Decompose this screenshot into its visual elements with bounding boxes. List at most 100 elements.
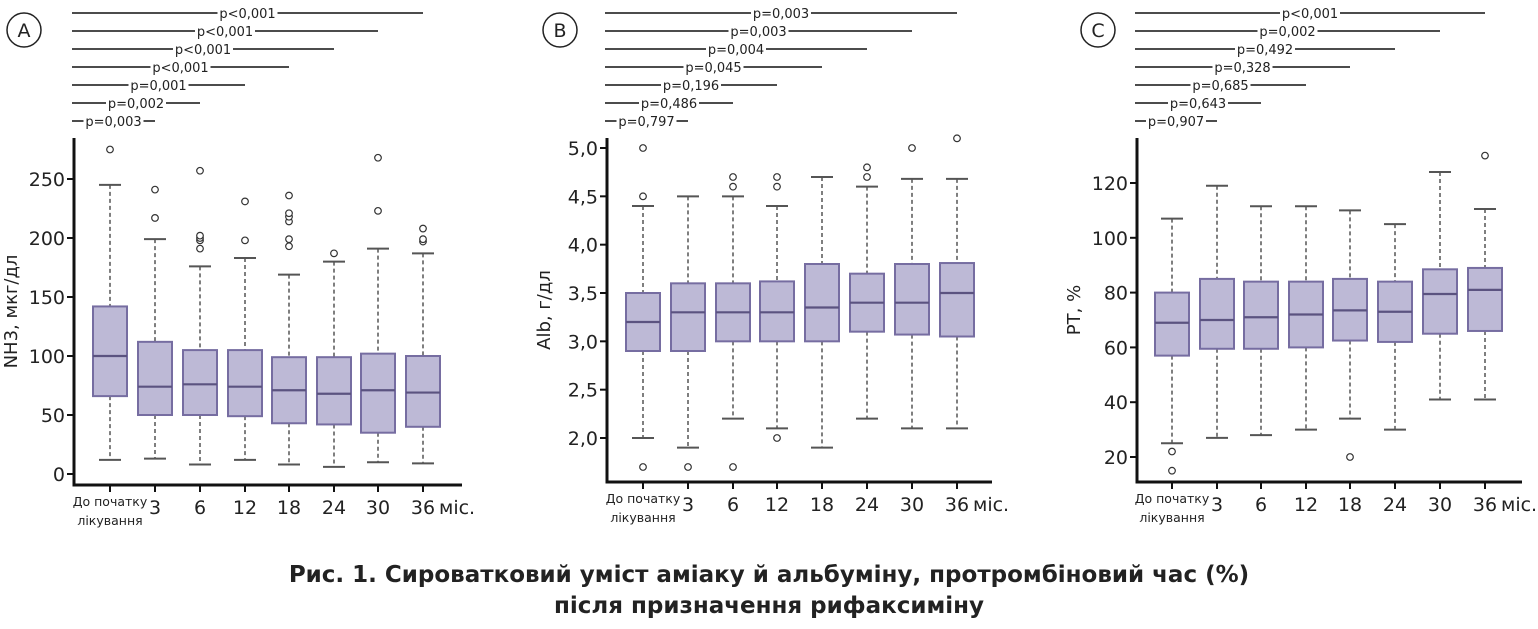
panel-b: Bp=0,003 p=0,003 p=0,004 p=0,045 p=0,196 p=0,… bbox=[534, 5, 1009, 525]
outlier-point bbox=[773, 434, 781, 442]
comparison-p-value: p=0,002 bbox=[108, 97, 164, 112]
y-tick-label: 5,0 bbox=[568, 138, 598, 160]
outlier-point bbox=[196, 244, 204, 253]
outlier-point bbox=[953, 134, 961, 143]
iqr-box bbox=[360, 352, 396, 434]
box-1 bbox=[670, 195, 706, 471]
comparison-p-value: p=0,003 bbox=[753, 7, 809, 22]
iqr-box bbox=[939, 262, 975, 338]
box-1 bbox=[137, 185, 173, 460]
iqr-box bbox=[1154, 291, 1190, 357]
box-7 bbox=[1467, 151, 1503, 401]
x-unit-label: міс. bbox=[439, 497, 475, 519]
x-tick-label: 24 bbox=[1383, 494, 1407, 516]
comparison-p-value: p=0,001 bbox=[130, 79, 186, 94]
x-tick-label: 6 bbox=[194, 497, 206, 519]
outlier-point bbox=[1481, 151, 1489, 160]
outlier-point bbox=[374, 153, 382, 162]
y-tick-label: 100 bbox=[1092, 228, 1128, 250]
outlier-point bbox=[151, 185, 159, 194]
iqr-box bbox=[227, 349, 263, 418]
x-tick-label: 3 bbox=[1211, 494, 1223, 516]
box-7 bbox=[405, 224, 441, 465]
comparison-p-value: p=0,045 bbox=[685, 61, 741, 76]
box-3 bbox=[1288, 205, 1324, 431]
comparison-p-value: p=0,003 bbox=[730, 25, 786, 40]
box-5 bbox=[849, 163, 885, 420]
iqr-box bbox=[894, 263, 930, 336]
panel-a: Ap<0,001 p<0,001 p<0,001 p<0,001 p=0,001 p=0,… bbox=[1, 5, 475, 528]
y-axis-label: PT, % bbox=[1064, 285, 1085, 335]
figure: Ap<0,001 p<0,001 p<0,001 p<0,001 p=0,001 p=0,… bbox=[1, 5, 1537, 528]
x-tick-label: лікування bbox=[77, 513, 142, 528]
x-tick-label: 12 bbox=[233, 497, 257, 519]
comparison-p-value: p=0,328 bbox=[1214, 61, 1270, 76]
x-tick-label: 6 bbox=[1255, 494, 1267, 516]
comparison-p-value: p=0,685 bbox=[1192, 79, 1248, 94]
comparison-p-value: p=0,002 bbox=[1259, 25, 1315, 40]
iqr-box bbox=[316, 356, 352, 426]
panel-badge bbox=[6, 12, 42, 48]
box-3 bbox=[759, 173, 795, 442]
outlier-point bbox=[151, 214, 159, 222]
iqr-box bbox=[182, 349, 218, 417]
outlier-point bbox=[196, 166, 204, 175]
caption-line-2: після призначення рифаксиміну bbox=[553, 593, 985, 619]
comparison-label-bg bbox=[728, 23, 789, 39]
panel-label: B bbox=[553, 20, 566, 42]
box-6 bbox=[360, 153, 396, 464]
outlier-point bbox=[241, 236, 249, 245]
comparison-p-value: p=0,643 bbox=[1170, 97, 1226, 112]
comparison-label-bg bbox=[639, 95, 699, 111]
outlier-point bbox=[285, 235, 293, 244]
iqr-box bbox=[804, 263, 840, 343]
y-tick-label: 3,0 bbox=[568, 331, 598, 353]
x-unit-label: міс. bbox=[1501, 494, 1537, 516]
box-5 bbox=[316, 249, 352, 468]
y-tick-label: 2,5 bbox=[568, 380, 598, 402]
box-6 bbox=[1422, 171, 1458, 401]
comparison-p-value: p=0,492 bbox=[1237, 43, 1293, 58]
comparison-label-bg bbox=[1257, 23, 1318, 39]
x-unit-label: міс. bbox=[973, 494, 1009, 516]
outlier-point bbox=[285, 209, 293, 218]
x-tick-label: 36 bbox=[945, 494, 969, 516]
box-3 bbox=[227, 197, 263, 461]
x-tick-label: 30 bbox=[900, 494, 924, 516]
comparison-label-bg bbox=[1168, 95, 1228, 111]
y-tick-label: 4,0 bbox=[568, 235, 598, 257]
x-tick-label: 24 bbox=[855, 494, 879, 516]
outlier-point bbox=[285, 191, 293, 200]
comparison-label-bg bbox=[751, 5, 811, 21]
comparison-label-bg bbox=[1280, 5, 1340, 21]
comparison-p-value: p<0,001 bbox=[197, 25, 253, 40]
comparison-p-value: p<0,001 bbox=[152, 61, 208, 76]
comparison-label-bg bbox=[195, 23, 255, 39]
comparison-label-bg bbox=[706, 41, 766, 57]
iqr-box bbox=[670, 282, 706, 353]
y-tick-label: 4,5 bbox=[568, 186, 598, 208]
x-tick-label: До початку bbox=[73, 494, 148, 509]
outlier-point bbox=[419, 224, 427, 233]
panel-badge bbox=[1080, 12, 1116, 48]
y-tick-label: 0 bbox=[53, 464, 65, 486]
outlier-point bbox=[374, 206, 382, 215]
comparison-label-bg bbox=[616, 113, 677, 129]
x-tick-label: 18 bbox=[810, 494, 834, 516]
outlier-point bbox=[639, 192, 647, 201]
box-4 bbox=[804, 176, 840, 449]
outlier-point bbox=[196, 231, 204, 240]
outlier-point bbox=[684, 463, 692, 471]
x-tick-label: 30 bbox=[366, 497, 390, 519]
caption-line-1: Рис. 1. Сироватковий уміст аміаку й альб… bbox=[288, 562, 1250, 588]
x-tick-label: До початку bbox=[606, 491, 681, 506]
box-4 bbox=[271, 191, 307, 466]
iqr-box bbox=[1422, 268, 1458, 335]
y-tick-label: 100 bbox=[29, 346, 65, 368]
comparison-label-bg bbox=[683, 59, 744, 75]
x-tick-label: 18 bbox=[1338, 494, 1362, 516]
x-tick-label: 36 bbox=[1473, 494, 1497, 516]
comparison-label-bg bbox=[1235, 41, 1295, 57]
box-7 bbox=[939, 134, 975, 430]
box-2 bbox=[182, 166, 218, 466]
